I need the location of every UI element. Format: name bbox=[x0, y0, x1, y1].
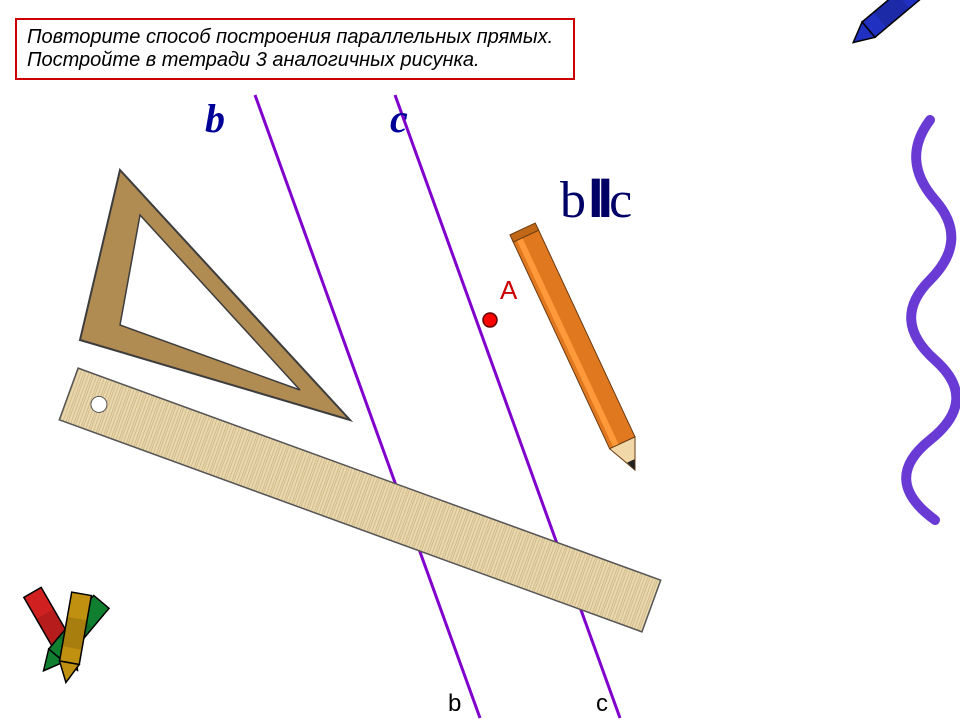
diagram-canvas bbox=[0, 0, 960, 720]
parallel-notation: bIIc bbox=[560, 165, 632, 230]
line-b bbox=[255, 95, 480, 718]
instruction-line-2: Постройте в тетради 3 аналогичных рисунк… bbox=[27, 49, 563, 72]
ruler bbox=[59, 368, 660, 632]
label-c-bottom: c bbox=[596, 690, 608, 718]
set-square bbox=[80, 170, 350, 420]
crayons-top-right-icon bbox=[847, 0, 929, 50]
pencil-icon bbox=[510, 223, 648, 476]
parallel-c: c bbox=[609, 172, 632, 229]
crayons-bottom-left-icon bbox=[24, 587, 109, 684]
label-c-top: c bbox=[390, 95, 408, 142]
point-a bbox=[483, 313, 497, 327]
label-point-a: A bbox=[500, 275, 517, 306]
parallel-sep: II bbox=[588, 166, 607, 229]
label-b-top: b bbox=[205, 95, 225, 142]
instruction-line-1: Повторите способ построения параллельных… bbox=[27, 26, 563, 49]
label-b-bottom: b bbox=[448, 690, 461, 718]
squiggle-decoration-icon bbox=[906, 120, 956, 520]
parallel-b: b bbox=[560, 172, 586, 229]
instruction-box: Повторите способ построения параллельных… bbox=[15, 18, 575, 80]
